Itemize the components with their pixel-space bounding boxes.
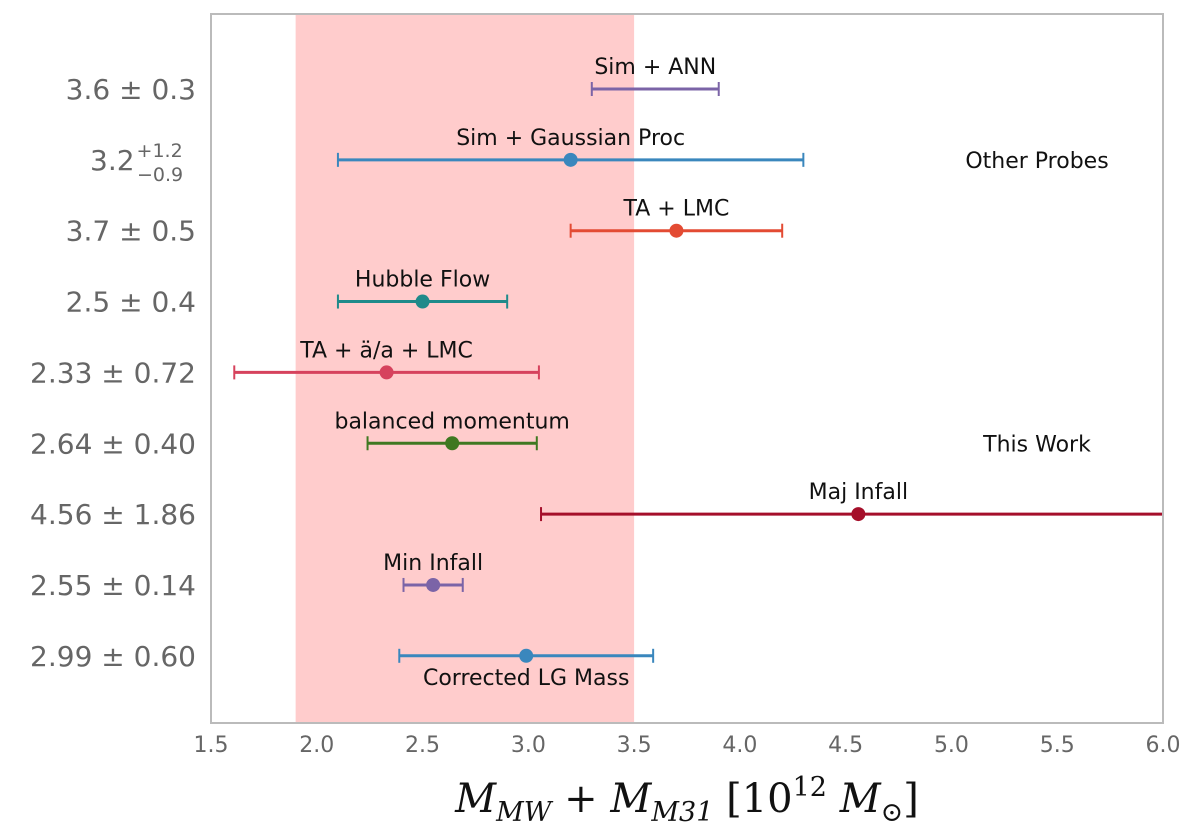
- errorbar-sim-ann: [590, 82, 720, 96]
- y-tick-label: 3.2 +1.2 −0.9: [90, 140, 183, 186]
- point-label-sim-gaussian-proc: Sim + Gaussian Proc: [456, 126, 685, 151]
- point-label-maj-infall: Maj Infall: [809, 480, 908, 505]
- errorbar-layer: [233, 82, 1163, 663]
- point-label-balanced-momentum: balanced momentum: [334, 409, 569, 434]
- errorbar-ta-a-lmc: [233, 365, 540, 380]
- highlight-band: [295, 14, 635, 723]
- errorbar-hubble-flow: [336, 294, 509, 309]
- point-label-corrected-lg-mass: Corrected LG Mass: [423, 666, 629, 691]
- point-label-ta-lmc: TA + LMC: [623, 197, 730, 222]
- point-label-sim-ann: Sim + ANN: [594, 55, 716, 80]
- x-tick-label: 3.5: [617, 733, 652, 758]
- x-tick-layer: 1.5 2.0 2.5 3.0 3.5 4.0 4.5 5.0 5.5 6.0: [194, 733, 1181, 758]
- data-point: [445, 436, 460, 451]
- data-point: [851, 507, 866, 522]
- x-tick-label: 1.5: [194, 733, 229, 758]
- x-tick-label: 6.0: [1146, 733, 1181, 758]
- group-label-layer: Other Probes This Work: [965, 149, 1108, 457]
- y-tick-label: 2.5 ± 0.4: [66, 286, 196, 319]
- point-label-hubble-flow: Hubble Flow: [355, 268, 490, 293]
- x-tick-label: 4.5: [828, 733, 863, 758]
- errorbar-min-infall: [402, 577, 464, 592]
- point-label-ta-a-lmc: TA + ä/a + LMC: [299, 338, 473, 363]
- x-tick-label: 2.0: [299, 733, 334, 758]
- y-tick-label: 4.56 ± 1.86: [30, 498, 196, 531]
- errorbar-sim-gaussian-proc: [336, 152, 805, 167]
- plot-frame: [210, 13, 1164, 724]
- errorbar-maj-infall: [540, 507, 1163, 522]
- group-label: Other Probes: [965, 149, 1108, 174]
- y-tick-label: 3.6 ± 0.3: [66, 73, 196, 106]
- y-tick-layer: 3.6 ± 0.3 3.2 +1.2 −0.9 3.7 ± 0.5 2.5 ± 0.4 2.…: [30, 73, 196, 673]
- data-point: [379, 365, 394, 380]
- y-tick-label: 2.64 ± 0.40: [30, 427, 196, 460]
- x-axis-label: MMW + MM31 [1012 M⊙]: [454, 772, 919, 828]
- group-label: This Work: [982, 432, 1091, 457]
- data-point: [669, 223, 684, 238]
- errorbar-balanced-momentum: [366, 436, 538, 451]
- y-tick-label: 2.99 ± 0.60: [30, 640, 196, 673]
- x-tick-label: 5.5: [1040, 733, 1075, 758]
- point-label-min-infall: Min Infall: [383, 551, 483, 576]
- y-tick-label: 3.7 ± 0.5: [66, 215, 196, 248]
- data-point: [426, 577, 441, 592]
- x-tick-label: 4.0: [722, 733, 757, 758]
- data-point: [563, 152, 578, 167]
- label-layer: Sim + ANN Sim + Gaussian Proc TA + LMC Hubb…: [299, 55, 908, 691]
- band-layer: [295, 14, 635, 723]
- data-point: [415, 294, 430, 309]
- errorbar-corrected-lg-mass: [398, 648, 655, 663]
- x-tick-label: 5.0: [934, 733, 969, 758]
- y-tick-label: 2.55 ± 0.14: [30, 569, 196, 602]
- errorbar-ta-lmc: [569, 223, 784, 238]
- x-tick-label: 2.5: [405, 733, 440, 758]
- data-point: [519, 648, 534, 663]
- y-tick-label: 2.33 ± 0.72: [30, 356, 196, 389]
- x-tick-label: 3.0: [511, 733, 546, 758]
